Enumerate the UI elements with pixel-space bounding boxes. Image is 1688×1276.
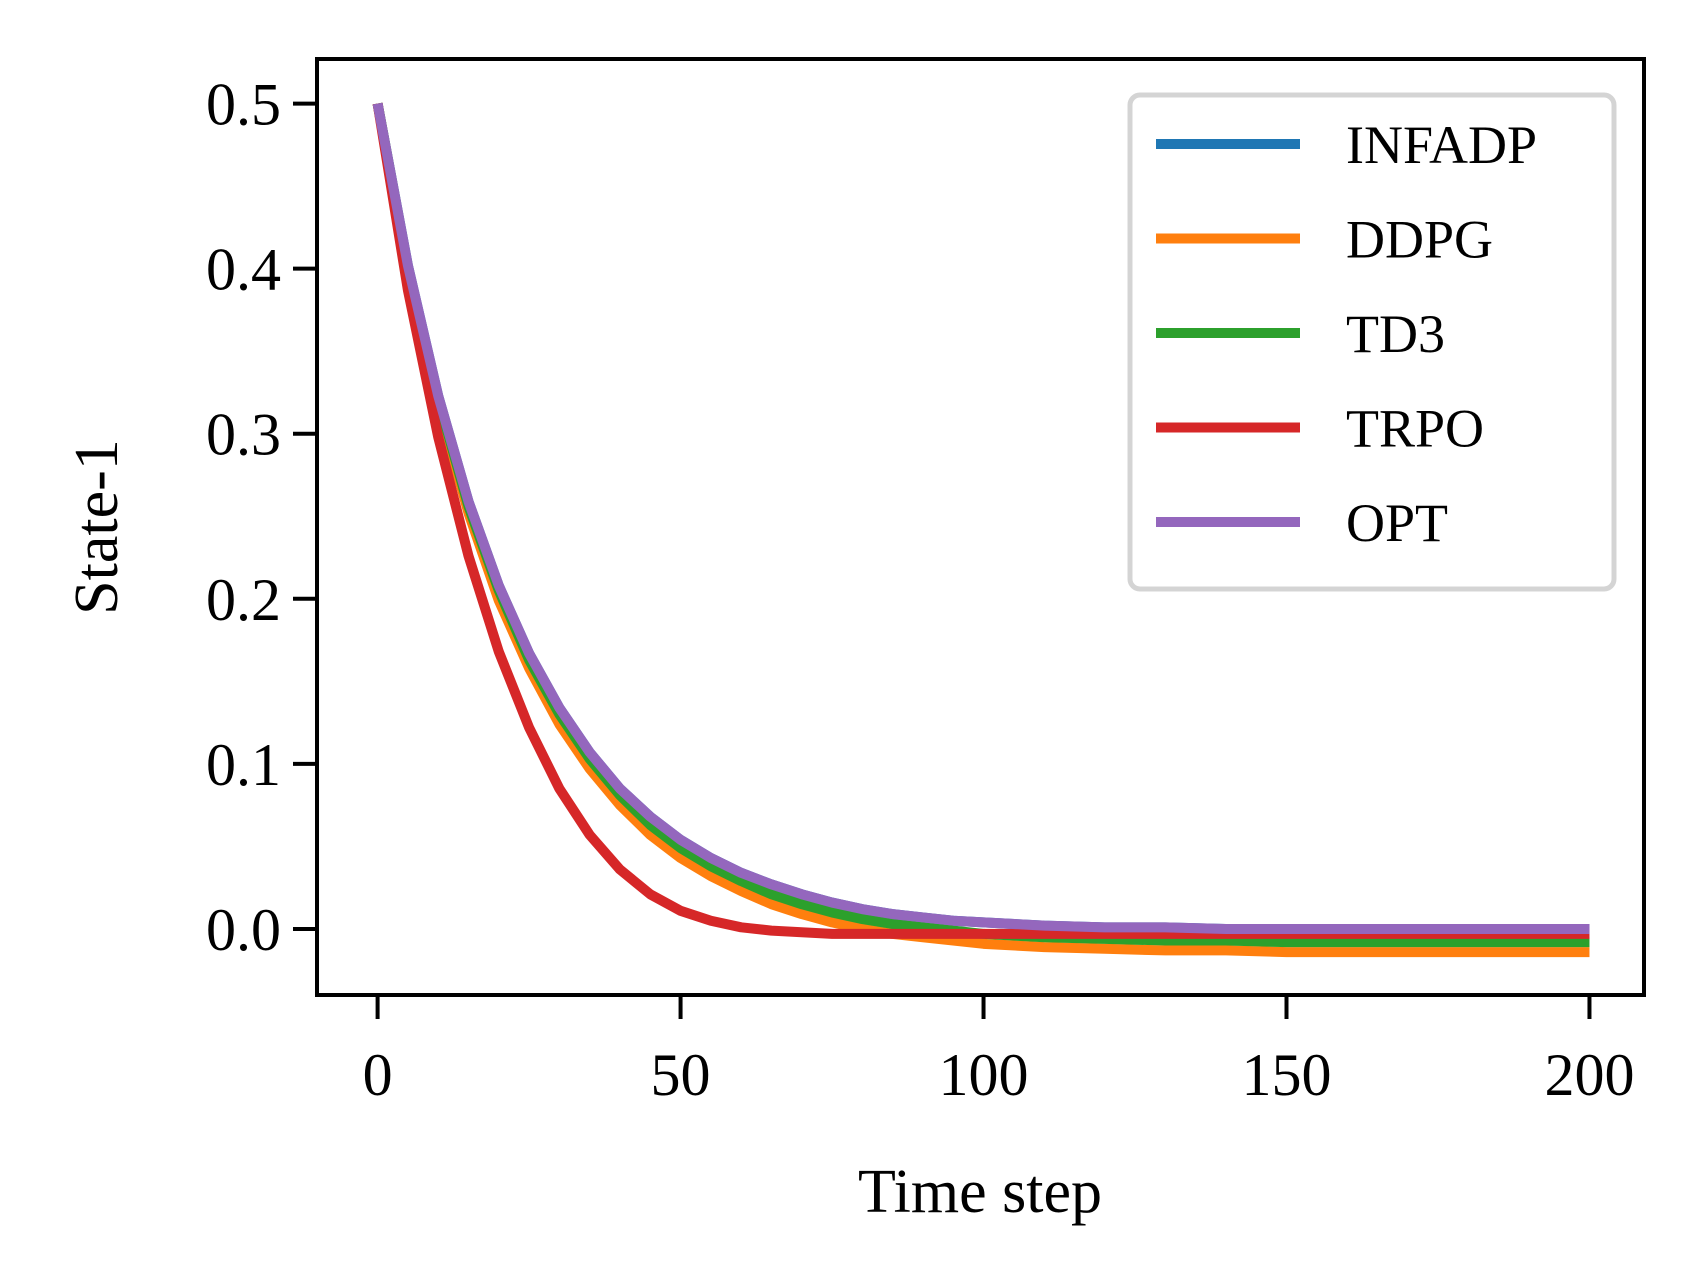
series-layer [372, 102, 1590, 958]
legend-label: DDPG [1346, 210, 1493, 270]
x-tick-label: 50 [651, 1042, 711, 1108]
y-tick-label: 0.3 [206, 402, 281, 468]
y-axis-label: State-1 [63, 439, 131, 615]
legend-item-td3: TD3 [1156, 304, 1445, 364]
y-tick-label: 0.0 [206, 897, 281, 963]
legend-label: INFADP [1346, 115, 1537, 175]
legend: INFADP DDPG TD3 TRPO OPT [1127, 92, 1617, 592]
y-axis: 0.0 0.1 0.2 0.3 0.4 0.5 [206, 72, 317, 963]
y-tick-label: 0.5 [206, 72, 281, 138]
plot-frame [315, 57, 1646, 997]
x-axis-label: Time step [858, 1158, 1102, 1226]
series-line-opt [372, 102, 1590, 934]
x-tick-label: 0 [363, 1042, 393, 1108]
x-axis: 0 50 100 150 200 [363, 995, 1634, 1108]
x-tick-label: 100 [939, 1042, 1029, 1108]
legend-label: TRPO [1346, 399, 1484, 459]
plot-area [315, 57, 1646, 997]
legend-item-trpo: TRPO [1156, 399, 1484, 459]
legend-label: TD3 [1346, 304, 1445, 364]
y-tick-label: 0.2 [206, 567, 281, 633]
y-tick-label: 0.4 [206, 237, 281, 303]
y-tick-label: 0.1 [206, 732, 281, 798]
x-tick-label: 150 [1241, 1042, 1331, 1108]
legend-item-infadp: INFADP [1156, 115, 1537, 175]
legend-box [1127, 92, 1617, 592]
legend-item-ddpg: DDPG [1156, 210, 1493, 270]
legend-label: OPT [1346, 493, 1448, 553]
legend-item-opt: OPT [1156, 493, 1448, 553]
x-tick-label: 200 [1544, 1042, 1634, 1108]
